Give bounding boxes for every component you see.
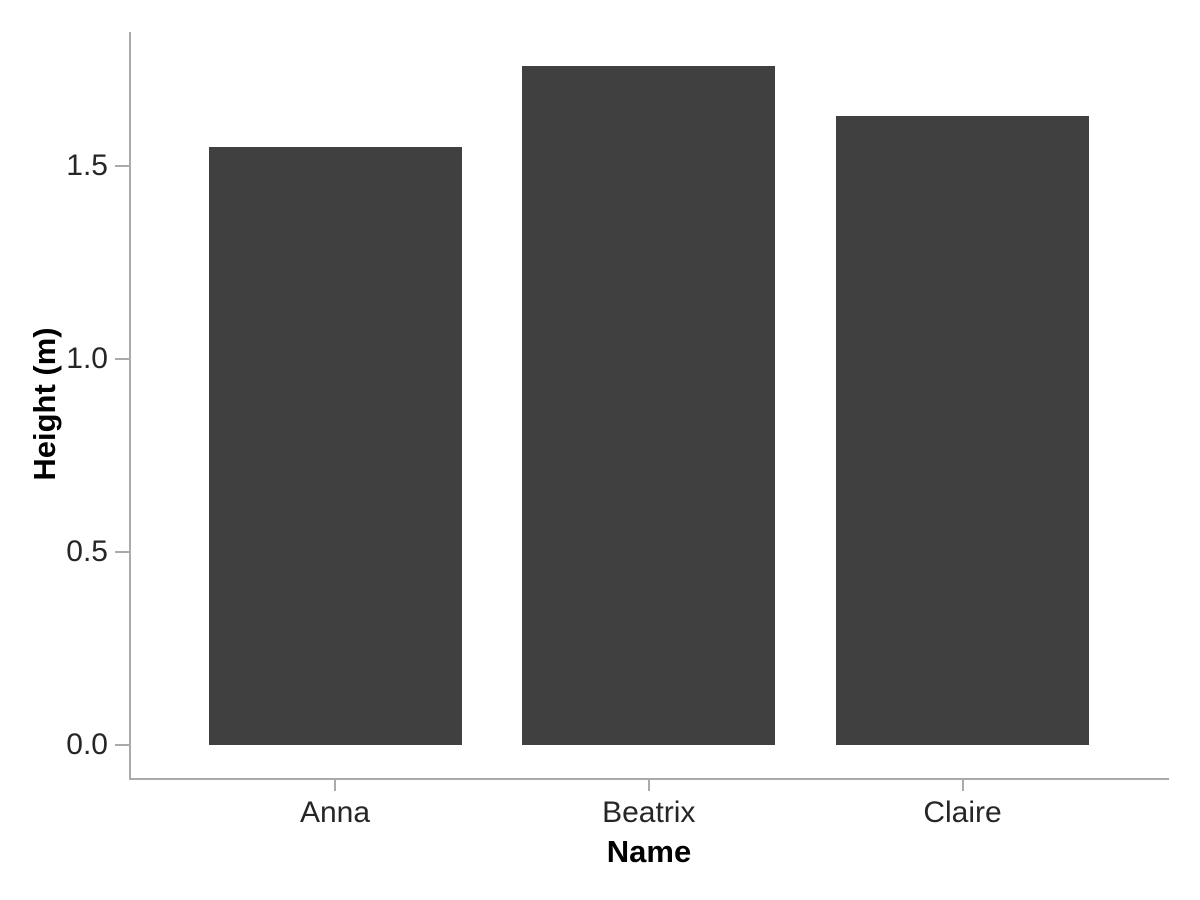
x-tick-mark: [334, 780, 336, 791]
y-tick-mark: [115, 358, 129, 361]
x-tick-label: Anna: [299, 796, 371, 829]
y-tick-mark: [115, 744, 129, 747]
y-tick-label: 1.0: [66, 342, 108, 376]
bar-anna: [208, 146, 462, 746]
bar-claire: [836, 116, 1089, 746]
x-tick-label: Beatrix: [602, 796, 696, 829]
x-tick-label: Claire: [923, 796, 1002, 829]
y-tick-label: 0.5: [66, 535, 108, 569]
x-tick-mark: [961, 780, 964, 791]
x-tick-mark: [647, 780, 650, 791]
x-axis-line: [129, 778, 1169, 780]
y-tick-label: 0.0: [66, 728, 108, 762]
y-tick-mark: [115, 551, 129, 554]
y-axis-line: [129, 32, 131, 780]
y-tick-mark: [115, 165, 129, 168]
x-axis-title: Name: [606, 834, 692, 869]
y-tick-label: 1.5: [66, 149, 108, 183]
bar-beatrix: [522, 65, 776, 746]
